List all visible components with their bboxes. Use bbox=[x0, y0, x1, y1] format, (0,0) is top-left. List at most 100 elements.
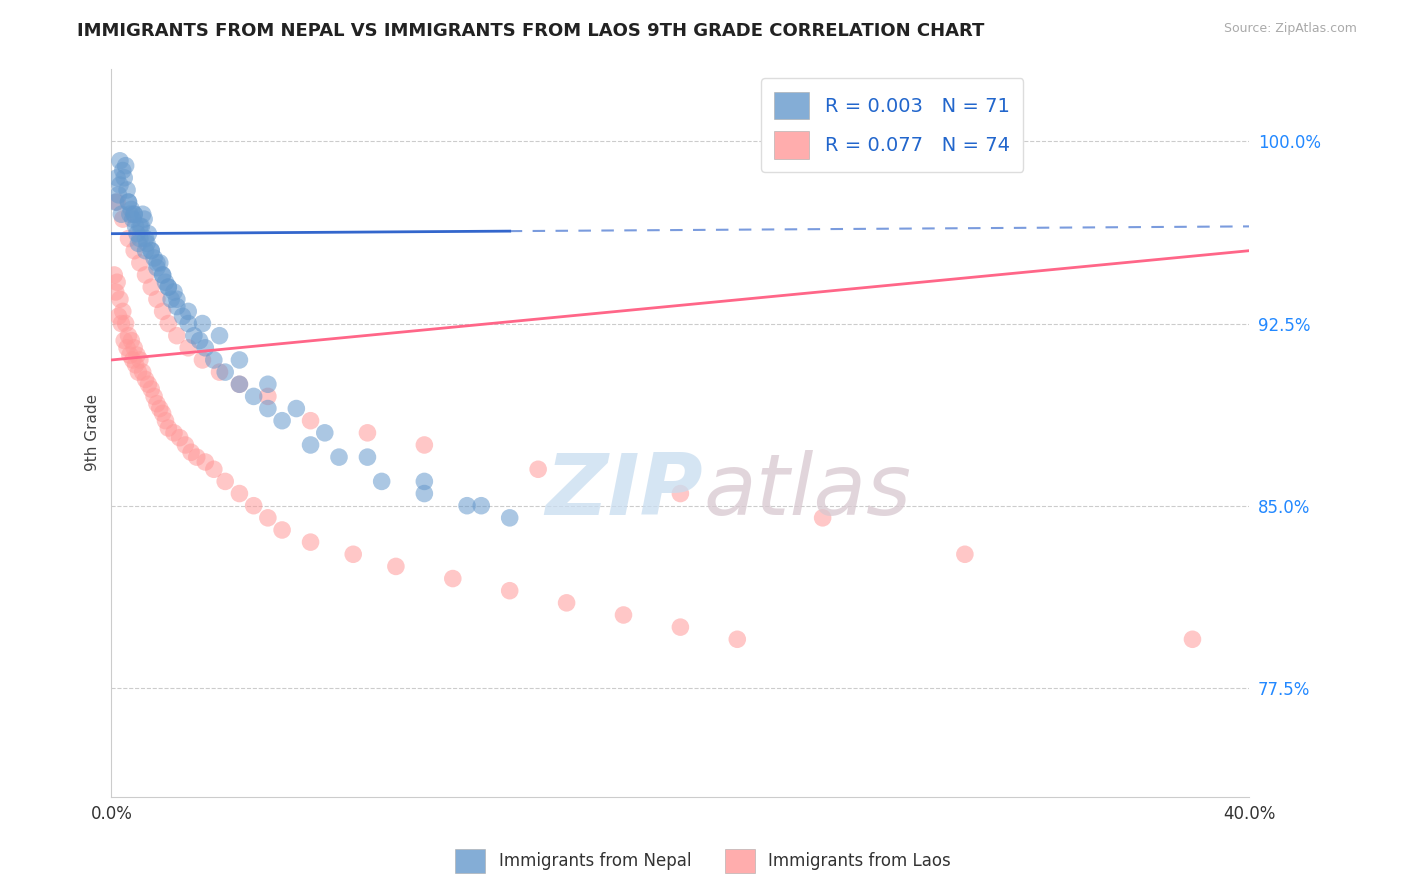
Point bbox=[135, 244, 157, 258]
Point bbox=[131, 207, 153, 221]
Point bbox=[138, 377, 160, 392]
Point bbox=[129, 219, 152, 234]
Point bbox=[103, 268, 125, 282]
Point bbox=[370, 475, 392, 489]
Point bbox=[111, 163, 134, 178]
Point bbox=[125, 227, 148, 241]
Point bbox=[356, 450, 378, 464]
Point bbox=[122, 207, 145, 221]
Point bbox=[143, 389, 166, 403]
Point bbox=[163, 425, 186, 440]
Point bbox=[299, 414, 322, 428]
Point bbox=[456, 499, 478, 513]
Point bbox=[725, 632, 748, 647]
Point bbox=[105, 170, 128, 185]
Text: Source: ZipAtlas.com: Source: ZipAtlas.com bbox=[1223, 22, 1357, 36]
Point bbox=[131, 365, 153, 379]
Point bbox=[120, 334, 142, 348]
Point bbox=[208, 365, 231, 379]
Point bbox=[135, 372, 157, 386]
Point bbox=[169, 431, 191, 445]
Point bbox=[499, 511, 522, 525]
Point bbox=[115, 341, 138, 355]
Point bbox=[121, 353, 143, 368]
Point bbox=[177, 304, 200, 318]
Point bbox=[242, 389, 264, 403]
Point bbox=[328, 450, 350, 464]
Point bbox=[413, 486, 436, 500]
Point bbox=[271, 414, 294, 428]
Point bbox=[104, 285, 127, 299]
Point bbox=[135, 268, 157, 282]
Point bbox=[111, 212, 134, 227]
Point bbox=[228, 486, 250, 500]
Point bbox=[612, 607, 634, 622]
Point bbox=[146, 397, 169, 411]
Point bbox=[128, 256, 150, 270]
Point bbox=[115, 183, 138, 197]
Point bbox=[124, 358, 146, 372]
Point bbox=[183, 328, 205, 343]
Point bbox=[114, 159, 136, 173]
Point bbox=[110, 317, 132, 331]
Point bbox=[152, 406, 174, 420]
Point bbox=[186, 450, 208, 464]
Point bbox=[208, 328, 231, 343]
Point bbox=[118, 207, 141, 221]
Point bbox=[188, 334, 211, 348]
Point bbox=[120, 202, 142, 217]
Point bbox=[146, 260, 169, 275]
Point bbox=[242, 499, 264, 513]
Point bbox=[152, 268, 174, 282]
Legend: Immigrants from Nepal, Immigrants from Laos: Immigrants from Nepal, Immigrants from L… bbox=[449, 842, 957, 880]
Point bbox=[117, 231, 139, 245]
Text: ZIP: ZIP bbox=[546, 450, 703, 533]
Point bbox=[174, 438, 197, 452]
Point bbox=[107, 187, 129, 202]
Point bbox=[166, 328, 188, 343]
Point bbox=[114, 317, 136, 331]
Point bbox=[104, 195, 127, 210]
Point bbox=[202, 462, 225, 476]
Point bbox=[146, 256, 169, 270]
Point bbox=[257, 511, 280, 525]
Point bbox=[194, 455, 217, 469]
Point bbox=[128, 219, 150, 234]
Point bbox=[385, 559, 408, 574]
Legend: R = 0.003   N = 71, R = 0.077   N = 74: R = 0.003 N = 71, R = 0.077 N = 74 bbox=[761, 78, 1024, 172]
Point bbox=[127, 365, 149, 379]
Point bbox=[105, 195, 128, 210]
Point bbox=[314, 425, 336, 440]
Point bbox=[118, 348, 141, 362]
Y-axis label: 9th Grade: 9th Grade bbox=[86, 394, 100, 471]
Point bbox=[141, 244, 163, 258]
Point bbox=[194, 341, 217, 355]
Point bbox=[128, 231, 150, 245]
Point bbox=[228, 377, 250, 392]
Point bbox=[107, 310, 129, 324]
Point bbox=[166, 300, 188, 314]
Point bbox=[157, 317, 180, 331]
Point bbox=[110, 207, 132, 221]
Point bbox=[257, 377, 280, 392]
Point bbox=[342, 547, 364, 561]
Point bbox=[160, 292, 183, 306]
Point bbox=[441, 572, 464, 586]
Point bbox=[122, 207, 145, 221]
Point bbox=[152, 268, 174, 282]
Point bbox=[138, 227, 160, 241]
Point bbox=[228, 377, 250, 392]
Point bbox=[669, 620, 692, 634]
Point bbox=[149, 401, 172, 416]
Point bbox=[177, 341, 200, 355]
Point bbox=[157, 280, 180, 294]
Point bbox=[953, 547, 976, 561]
Point bbox=[555, 596, 578, 610]
Point bbox=[117, 328, 139, 343]
Point bbox=[180, 445, 202, 459]
Point bbox=[191, 317, 214, 331]
Point bbox=[157, 421, 180, 435]
Point bbox=[141, 244, 163, 258]
Point bbox=[356, 425, 378, 440]
Point bbox=[122, 341, 145, 355]
